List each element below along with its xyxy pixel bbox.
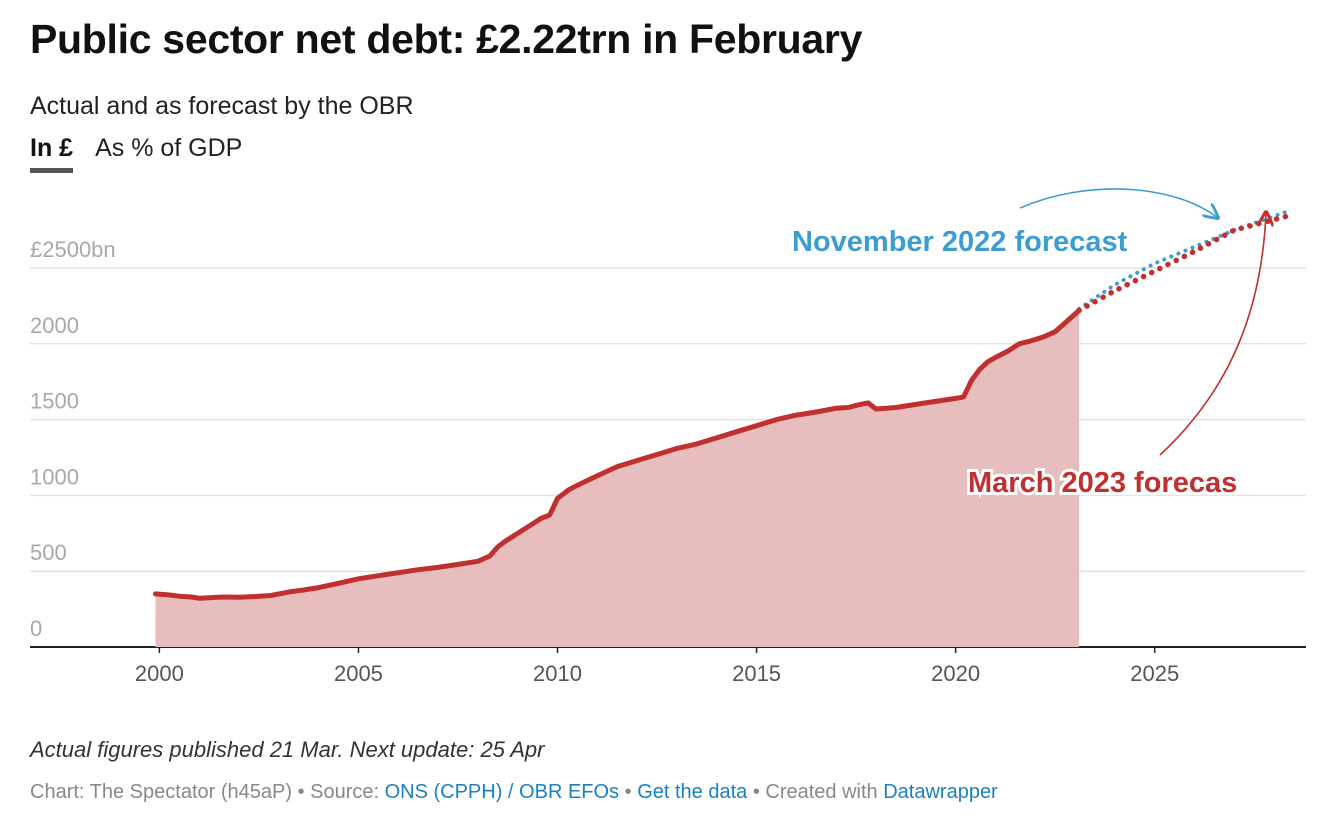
y-tick-label: 500 [30,540,67,565]
y-tick-label: 2000 [30,313,79,338]
y-tick-label: £2500bn [30,237,116,262]
x-axis: 2000 2005 2010 2015 2020 2025 [135,647,1179,686]
tab-in-pounds[interactable]: In £ [30,134,74,173]
march-forecast-label: March 2023 forecas [968,467,1237,499]
november-forecast-label: November 2022 forecast [792,226,1128,258]
x-tick-label: 2025 [1130,661,1179,686]
x-tick-label: 2020 [931,661,980,686]
footnote: Actual figures published 21 Mar. Next up… [30,737,545,762]
plot-area [155,310,1080,647]
credit-separator: • [619,781,638,803]
credit-text: Chart: The Spectator (h45aP) • Source: [30,781,385,803]
x-tick-label: 2005 [334,661,383,686]
y-axis: 0 500 1000 1500 2000 £2500bn [30,237,116,641]
november-annotation-arrow [1019,188,1218,218]
unit-toggle: In £ As % of GDP [30,134,242,173]
x-tick-label: 2000 [135,661,184,686]
datawrapper-link[interactable]: Datawrapper [883,781,998,803]
x-tick-label: 2015 [732,661,781,686]
annotations: November 2022 forecast March 2023 foreca… [789,188,1266,502]
y-tick-label: 1500 [30,389,79,414]
source-link[interactable]: ONS (CPPH) / OBR EFOs [384,781,620,803]
tab-percent-gdp[interactable]: As % of GDP [95,134,243,162]
march-forecast-line [1076,213,1289,314]
x-tick-label: 2010 [533,661,582,686]
actual-debt-line [152,307,1082,601]
debt-chart: 0 500 1000 1500 2000 £2500bn 2000 2005 2010 2015… [30,188,1306,686]
plot-lines [152,209,1289,601]
created-with-text: • Created with [747,781,884,803]
y-tick-label: 0 [30,616,42,641]
chart-title: Public sector net debt: £2.22trn in Febr… [30,16,863,62]
chart-subtitle: Actual and as forecast by the OBR [30,92,414,120]
chart-credits: Chart: The Spectator (h45aP) • Source: O… [30,781,998,804]
y-tick-label: 1000 [30,464,79,489]
actual-debt-area [155,310,1080,647]
get-data-link[interactable]: Get the data [637,781,748,803]
march-annotation-arrow [1159,212,1266,456]
